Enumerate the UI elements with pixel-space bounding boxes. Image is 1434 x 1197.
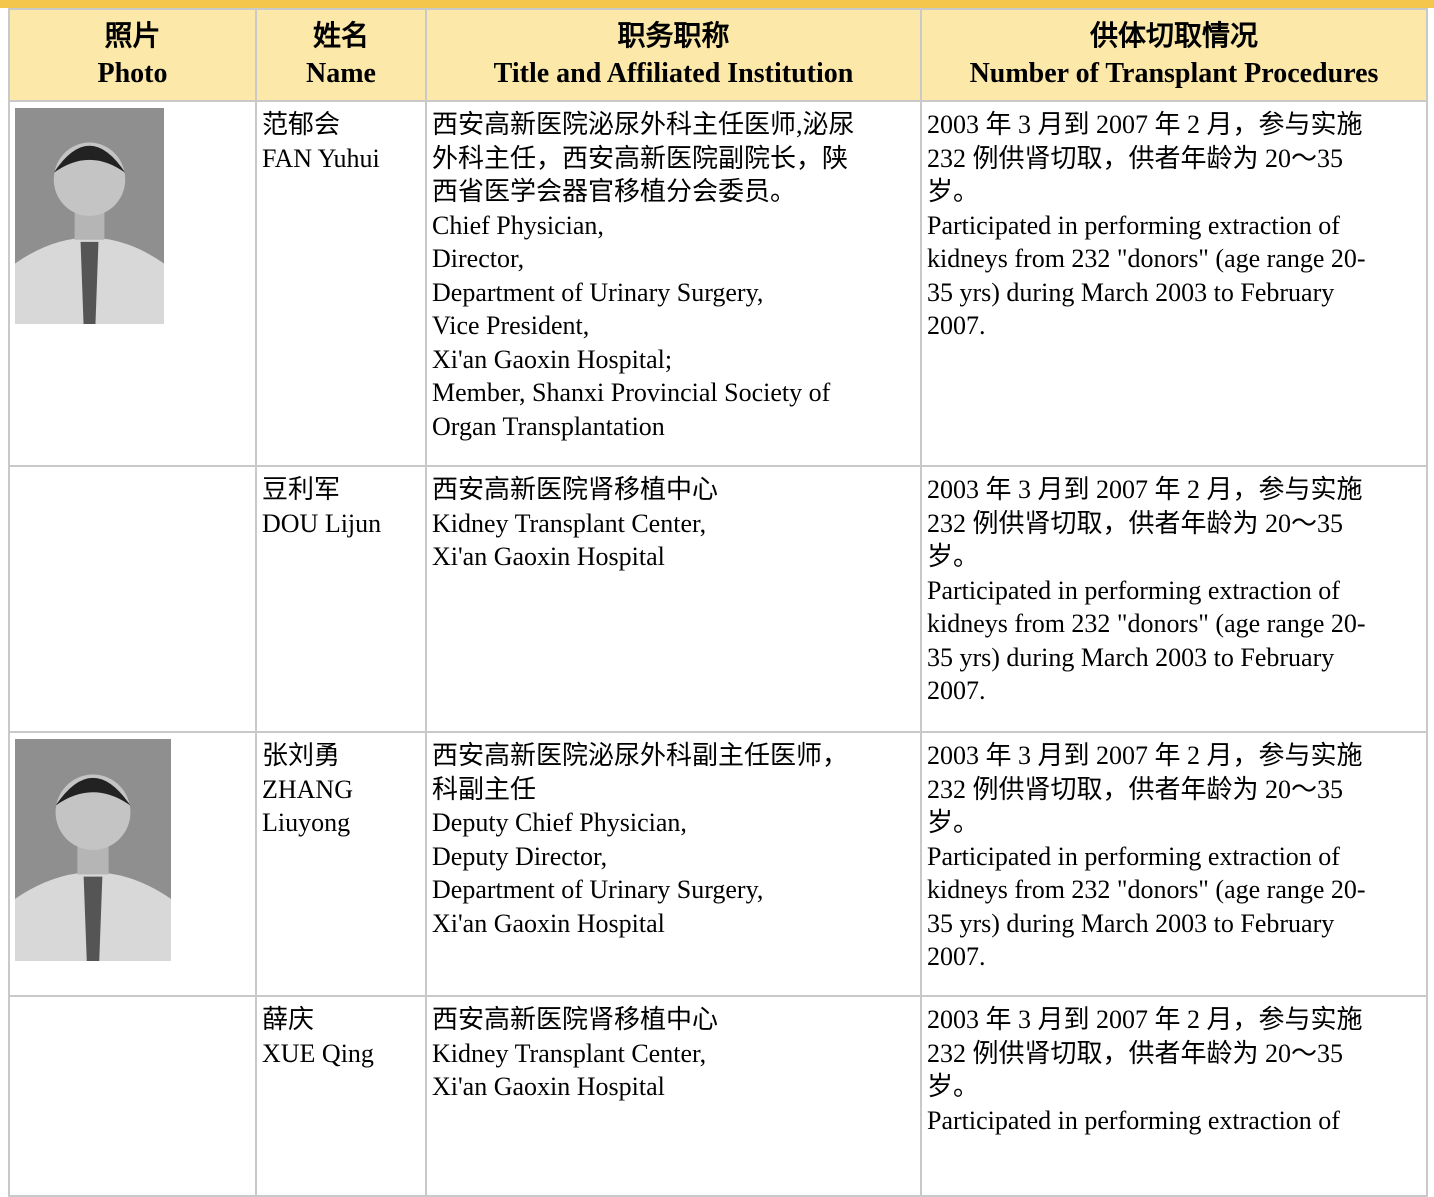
title-line: 科副主任: [432, 774, 537, 804]
title-line: Xi'an Gaoxin Hospital: [432, 542, 665, 571]
procedures-line: 2003 年 3 月到 2007 年 2 月，参与实施: [927, 110, 1363, 139]
procedures-line: 2007.: [927, 676, 986, 705]
name-line: DOU Lijun: [262, 508, 382, 538]
title-line: Deputy Director,: [432, 841, 608, 871]
name-cell: 张刘勇 ZHANG Liuyong: [255, 731, 427, 997]
officials-table: 照片 Photo 姓名 Name 职务职称 Title and Affiliated In…: [8, 8, 1428, 1197]
header-en: Title and Affiliated Institution: [493, 58, 854, 89]
title-cell: 西安高新医院肾移植中心 Kidney Transplant Center, Xi'a…: [425, 465, 922, 733]
procedures-line: 2003 年 3 月到 2007 年 2 月，参与实施: [927, 741, 1363, 770]
header-row: 照片 Photo 姓名 Name 职务职称 Title and Affiliated In…: [8, 8, 1428, 102]
procedures-line: Participated in performing extraction of: [927, 575, 1340, 605]
name-line: 范郁会: [262, 110, 341, 139]
header-cn: 职务职称: [617, 21, 730, 52]
name-line: ZHANG: [262, 774, 353, 804]
procedures-line: 35 yrs) during March 2003 to February: [927, 277, 1335, 307]
title-line: Deputy Chief Physician,: [432, 808, 687, 837]
name-cell: 薛庆 XUE Qing: [255, 995, 427, 1197]
header-cn: 供体切取情况: [1089, 21, 1258, 52]
procedures-line: 232 例供肾切取，供者年龄为 20～35: [927, 1038, 1344, 1068]
procedures-line: Participated in performing extraction of: [927, 210, 1340, 240]
procedures-line: 岁。: [927, 1072, 980, 1101]
procedures-line: 岁。: [927, 177, 980, 206]
procedures-line: 232 例供肾切取，供者年龄为 20～35: [927, 774, 1344, 804]
procedures-line: 35 yrs) during March 2003 to February: [927, 908, 1335, 938]
procedures-cell: 2003 年 3 月到 2007 年 2 月，参与实施 232 例供肾切取，供者年…: [920, 100, 1428, 467]
photo-cell: [8, 995, 257, 1197]
title-line: 西省医学会器官移植分会委员。: [432, 177, 797, 206]
name-line: 张刘勇: [262, 741, 341, 770]
title-line: 外科主任，西安高新医院副院长，陕: [432, 143, 849, 173]
title-line: Organ Transplantation: [432, 411, 665, 441]
name-line: FAN Yuhui: [262, 143, 380, 173]
title-line: Department of Urinary Surgery,: [432, 277, 764, 307]
title-line: Kidney Transplant Center,: [432, 1038, 707, 1068]
procedures-line: 岁。: [927, 808, 980, 837]
title-line: 西安高新医院泌尿外科主任医师,泌尿: [432, 110, 855, 139]
header-cell: 姓名 Name: [255, 8, 427, 102]
header-cn: 姓名: [312, 21, 369, 52]
header-cell: 照片 Photo: [8, 8, 257, 102]
table-row: 豆利军 DOU Lijun 西安高新医院肾移植中心 Kidney Transplant…: [8, 465, 1428, 733]
header-en: Photo: [97, 58, 168, 89]
title-cell: 西安高新医院肾移植中心 Kidney Transplant Center, Xi'a…: [425, 995, 922, 1197]
procedures-line: 2007.: [927, 942, 986, 971]
name-line: Liuyong: [262, 808, 351, 837]
title-line: 西安高新医院肾移植中心: [432, 475, 719, 504]
title-line: Xi'an Gaoxin Hospital: [432, 908, 665, 938]
name-cell: 范郁会 FAN Yuhui: [255, 100, 427, 467]
title-line: Member, Shanxi Provincial Society of: [432, 378, 831, 407]
title-line: Xi'an Gaoxin Hospital: [432, 1072, 665, 1101]
procedures-line: 2003 年 3 月到 2007 年 2 月，参与实施: [927, 475, 1363, 504]
title-line: 西安高新医院泌尿外科副主任医师，: [432, 741, 849, 770]
name-line: 薛庆: [262, 1005, 315, 1034]
top-strip: [0, 0, 1434, 8]
photo-cell: [8, 731, 257, 997]
procedures-line: kidneys from 232 "donors" (age range 20-: [927, 244, 1366, 273]
header-en: Number of Transplant Procedures: [969, 58, 1379, 89]
name-line: XUE Qing: [262, 1038, 374, 1068]
procedures-line: 岁。: [927, 542, 980, 571]
photo-cell: [8, 100, 257, 467]
name-line: 豆利军: [262, 475, 341, 504]
procedures-cell: 2003 年 3 月到 2007 年 2 月，参与实施 232 例供肾切取，供者年…: [920, 465, 1428, 733]
title-line: Vice President,: [432, 311, 590, 340]
title-cell: 西安高新医院泌尿外科主任医师,泌尿 外科主任，西安高新医院副院长，陕 西省医学会器官…: [425, 100, 922, 467]
portrait-photo: [15, 108, 164, 324]
title-line: Chief Physician,: [432, 210, 604, 240]
procedures-line: 35 yrs) during March 2003 to February: [927, 642, 1335, 672]
procedures-line: kidneys from 232 "donors" (age range 20-: [927, 609, 1366, 638]
header-cell: 供体切取情况 Number of Transplant Procedures: [920, 8, 1428, 102]
header-cn: 照片: [104, 21, 161, 52]
header-en: Name: [306, 58, 376, 89]
procedures-cell: 2003 年 3 月到 2007 年 2 月，参与实施 232 例供肾切取，供者年…: [920, 995, 1428, 1197]
name-cell: 豆利军 DOU Lijun: [255, 465, 427, 733]
procedures-line: 232 例供肾切取，供者年龄为 20～35: [927, 143, 1344, 173]
title-line: Kidney Transplant Center,: [432, 508, 707, 538]
title-line: Director,: [432, 244, 525, 273]
procedures-line: kidneys from 232 "donors" (age range 20-: [927, 875, 1366, 904]
title-line: 西安高新医院肾移植中心: [432, 1005, 719, 1034]
table-body: 范郁会 FAN Yuhui 西安高新医院泌尿外科主任医师,泌尿 外科主任，西安高新医院…: [8, 100, 1428, 1197]
title-line: Department of Urinary Surgery,: [432, 875, 764, 904]
header-cell: 职务职称 Title and Affiliated Institution: [425, 8, 922, 102]
portrait-photo: [15, 739, 171, 961]
table-row: 张刘勇 ZHANG Liuyong 西安高新医院泌尿外科副主任医师， 科副主任 Deput…: [8, 731, 1428, 997]
procedures-cell: 2003 年 3 月到 2007 年 2 月，参与实施 232 例供肾切取，供者年…: [920, 731, 1428, 997]
procedures-line: Participated in performing extraction of: [927, 841, 1340, 871]
title-line: Xi'an Gaoxin Hospital;: [432, 344, 673, 374]
table-row: 薛庆 XUE Qing 西安高新医院肾移植中心 Kidney Transplant C…: [8, 995, 1428, 1197]
procedures-line: Participated in performing extraction of: [927, 1105, 1340, 1135]
procedures-line: 2007.: [927, 311, 986, 340]
photo-cell: [8, 465, 257, 733]
procedures-line: 232 例供肾切取，供者年龄为 20～35: [927, 508, 1344, 538]
procedures-line: 2003 年 3 月到 2007 年 2 月，参与实施: [927, 1005, 1363, 1034]
table-row: 范郁会 FAN Yuhui 西安高新医院泌尿外科主任医师,泌尿 外科主任，西安高新医院…: [8, 100, 1428, 467]
title-cell: 西安高新医院泌尿外科副主任医师， 科副主任 Deputy Chief Physici…: [425, 731, 922, 997]
